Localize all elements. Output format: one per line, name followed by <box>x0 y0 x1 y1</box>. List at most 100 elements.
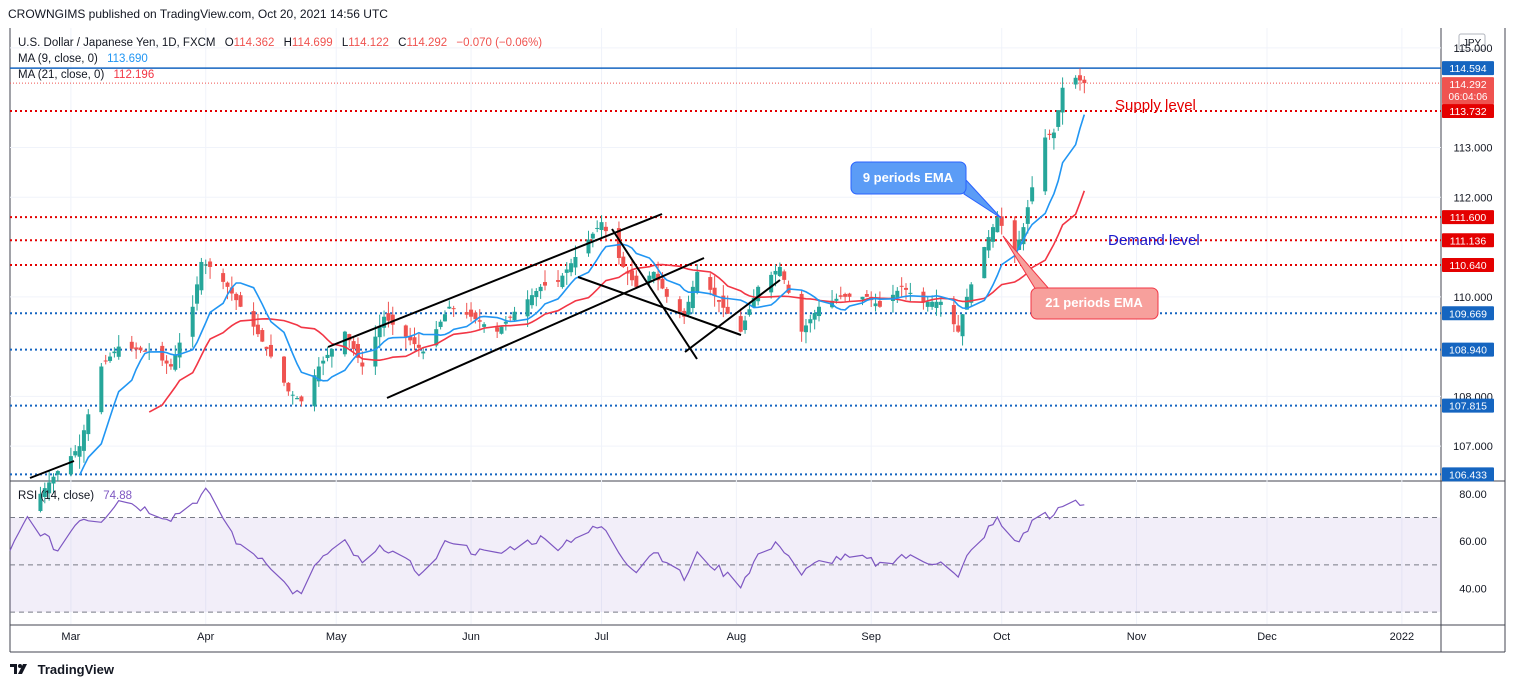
price-tag-113732: 113.732 <box>1442 104 1494 119</box>
svg-text:111.136: 111.136 <box>1450 235 1487 247</box>
candle <box>290 391 295 405</box>
candle <box>447 300 452 309</box>
candle <box>921 287 926 310</box>
svg-text:111.600: 111.600 <box>1450 212 1487 224</box>
candle <box>629 258 634 286</box>
candle <box>203 259 208 275</box>
ema9-callout[interactable]: 9 periods EMA <box>850 161 1002 219</box>
candle <box>686 295 691 316</box>
candle <box>751 289 756 308</box>
wedge-line-down-b[interactable] <box>577 276 742 336</box>
candle <box>595 220 600 233</box>
candle <box>299 395 304 407</box>
candle <box>982 246 987 279</box>
candle <box>451 305 456 317</box>
candle <box>473 310 478 324</box>
candle <box>73 445 78 458</box>
candle <box>347 333 352 348</box>
channel-upper-line[interactable] <box>327 213 663 348</box>
candle <box>438 319 443 330</box>
candle <box>756 285 761 306</box>
tradingview-brand: TradingView <box>37 662 114 677</box>
time-label-2: May <box>326 631 347 643</box>
candle <box>534 288 539 307</box>
svg-text:108.940: 108.940 <box>1449 345 1487 357</box>
demand-level-label: Demand level <box>1108 232 1200 249</box>
rsi-axis[interactable]: 80.00 60.00 40.00 <box>1459 489 1487 596</box>
ema21-callout[interactable]: 21 periods EMA <box>1002 235 1159 320</box>
candle <box>495 322 500 339</box>
candle <box>251 302 256 336</box>
candle <box>464 302 469 319</box>
candle <box>264 346 269 356</box>
candle <box>525 290 530 327</box>
candle <box>899 277 904 298</box>
candle <box>321 356 326 376</box>
candle <box>690 280 695 314</box>
time-label-0: Mar <box>61 631 80 643</box>
candle <box>512 306 517 321</box>
candle <box>360 351 365 375</box>
candle <box>81 424 86 463</box>
candle <box>743 315 748 334</box>
candle <box>1047 129 1052 140</box>
candle <box>603 221 608 242</box>
candle <box>477 309 482 329</box>
candle <box>199 257 204 295</box>
candle <box>1021 223 1026 251</box>
candle <box>329 348 334 368</box>
candle <box>529 288 534 309</box>
candle <box>164 355 169 374</box>
candle <box>808 314 813 333</box>
early-trendline[interactable] <box>29 460 75 479</box>
candle <box>542 270 547 291</box>
horizontal-levels[interactable] <box>10 67 1441 476</box>
candle <box>221 268 226 290</box>
candle <box>990 223 995 248</box>
time-label-6: Sep <box>861 631 881 643</box>
candle <box>695 264 700 295</box>
candle <box>382 310 387 337</box>
current-price: 114.292 <box>1449 79 1486 91</box>
candle <box>838 286 843 300</box>
time-label-5: Aug <box>727 631 747 643</box>
wedge-line-up[interactable] <box>684 279 781 353</box>
candle <box>503 316 508 331</box>
wedge-line-down-a[interactable] <box>611 228 698 360</box>
time-label-3: Jun <box>462 631 480 643</box>
currency-button[interactable]: JPY <box>1458 33 1486 51</box>
ema21-label: 21 periods EMA <box>1045 295 1143 310</box>
candle <box>116 335 121 360</box>
time-label-9: Dec <box>1257 631 1277 643</box>
legend-symbol-line: U.S. Dollar / Japanese Yen, 1D, FXCM O11… <box>18 37 542 49</box>
time-axis[interactable]: Mar Apr May Jun Jul Aug Sep Oct Nov Dec 2022 <box>61 631 1414 643</box>
candle <box>712 275 717 307</box>
price-axis-label-2: 112.000 <box>1454 192 1493 204</box>
price-axis-label-1: 113.000 <box>1454 142 1493 154</box>
legend-ma21: MA (21, close, 0) 112.196 <box>18 69 154 81</box>
svg-text:107.815: 107.815 <box>1449 401 1487 413</box>
price-tags: 114.594 113.732 111.600 111.136 110.640 109.6… <box>1442 61 1494 482</box>
tradingview-logo-icon <box>10 663 30 678</box>
channel-lower-line[interactable] <box>386 257 705 399</box>
candle <box>129 335 134 352</box>
candle <box>260 327 265 343</box>
bar-countdown: 06:04:06 <box>1449 92 1488 103</box>
candle <box>238 291 243 308</box>
price-axis-label-0: 115.000 <box>1454 43 1493 55</box>
tradingview-footer[interactable]: TradingView <box>10 662 114 678</box>
candle <box>634 270 639 288</box>
svg-text:114.594: 114.594 <box>1449 63 1486 75</box>
grid <box>10 28 1441 624</box>
drawn-trendlines[interactable] <box>29 213 781 479</box>
candle <box>569 258 574 277</box>
candle <box>1056 110 1061 131</box>
svg-text:JPY: JPY <box>1463 38 1482 49</box>
candle <box>782 269 787 284</box>
candle <box>442 310 447 322</box>
legend-high: 114.699 <box>292 37 333 49</box>
legend-close: 114.292 <box>406 37 447 49</box>
candle <box>951 296 956 333</box>
legend-open: 114.362 <box>234 37 275 49</box>
